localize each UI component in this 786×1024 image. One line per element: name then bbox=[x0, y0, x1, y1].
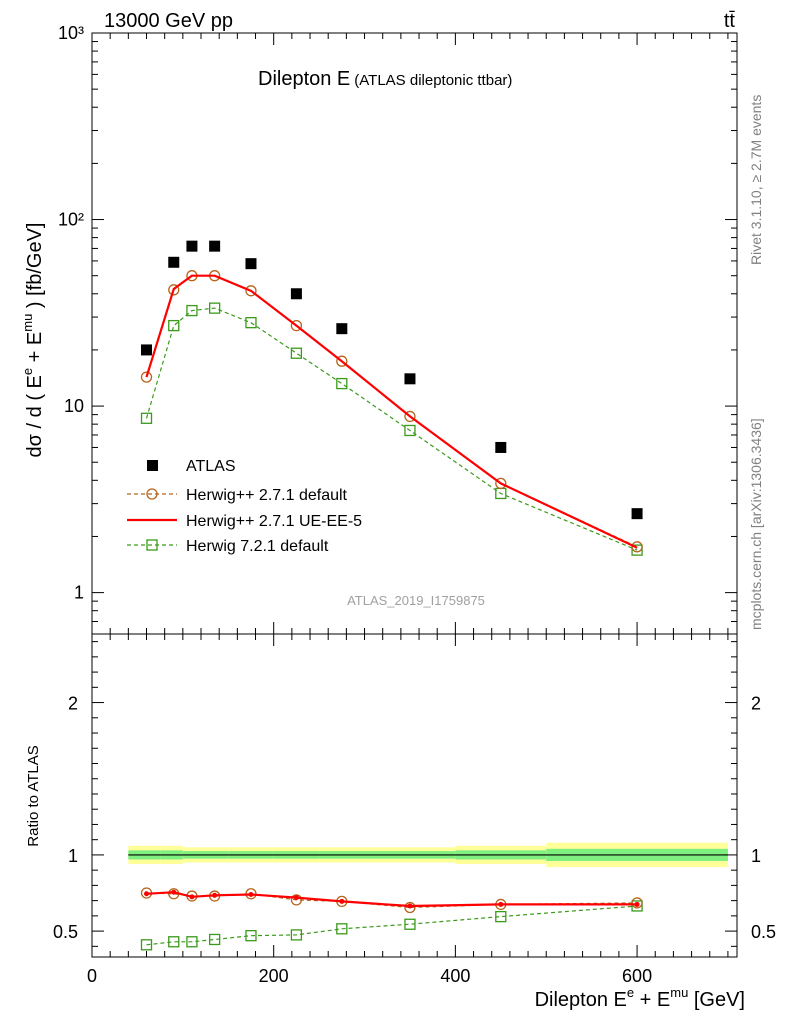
y-tick-label-main: 10 bbox=[64, 396, 84, 416]
x-tick-label: 600 bbox=[622, 966, 652, 986]
header-left: 13000 GeV pp bbox=[104, 10, 233, 32]
ratio-y-axis-label: Ratio to ATLAS bbox=[25, 745, 42, 846]
ratio-herwigpp-default-marker bbox=[290, 894, 303, 906]
y-tick-label-ratio-right: 0.5 bbox=[751, 922, 776, 942]
legend-label-herwigpp-default: Herwig++ 2.7.1 default bbox=[186, 487, 348, 504]
herwig7-marker bbox=[140, 412, 153, 424]
x-tick-label: 200 bbox=[259, 966, 289, 986]
atlas-data-point bbox=[631, 508, 643, 520]
ratio-herwigpp-ueee5-marker bbox=[189, 894, 195, 900]
herwigpp-default-marker bbox=[140, 371, 153, 383]
ratio-herwigpp-ueee5-marker bbox=[144, 891, 150, 897]
ratio-herwigpp-ueee5-line bbox=[146, 891, 638, 908]
mcplots-label: mcplots.cern.ch [arXiv:1306.3436] bbox=[748, 418, 764, 630]
ratio-herwigpp-ueee5-marker bbox=[634, 901, 640, 907]
ratio-herwigpp-ueee5-marker bbox=[171, 889, 177, 895]
atlas-data-point bbox=[336, 323, 348, 335]
herwig7-marker bbox=[631, 544, 643, 556]
legend-label-herwig7: Herwig 7.2.1 default bbox=[186, 538, 329, 555]
ratio-herwigpp-ueee5-marker bbox=[339, 898, 345, 904]
x-tick-label: 400 bbox=[440, 966, 470, 986]
ratio-herwig7-marker bbox=[168, 936, 180, 948]
ratio-herwig7-marker bbox=[245, 930, 257, 942]
herwig7-marker bbox=[186, 304, 198, 317]
atlas-data-point bbox=[209, 240, 221, 252]
legend-label-atlas: ATLAS bbox=[186, 458, 236, 475]
ratio-herwigpp-ueee5-marker bbox=[248, 892, 254, 898]
ratio-herwig7-marker bbox=[631, 900, 643, 912]
header-right: tt̄ bbox=[724, 10, 736, 32]
herwig7-line bbox=[145, 307, 638, 551]
ratio-herwigpp-ueee5-marker bbox=[498, 901, 504, 907]
legend-marker-herwigpp-default bbox=[146, 488, 158, 500]
legend-label-herwigpp-ueee5: Herwig++ 2.7.1 UE-EE-5 bbox=[186, 513, 362, 530]
atlas-data-point bbox=[495, 441, 507, 453]
y-tick-label-ratio-right: 2 bbox=[751, 694, 761, 714]
herwigpp-default-marker bbox=[631, 541, 643, 553]
rivet-version-label: Rivet 3.1.10, ≥ 2.7M events bbox=[748, 95, 764, 265]
legend-entry-atlas: ATLAS bbox=[147, 458, 236, 475]
herwig7-marker bbox=[245, 317, 257, 329]
legend-entry-herwigpp-default: Herwig++ 2.7.1 default bbox=[127, 487, 348, 504]
plot-title-sub: (ATLAS dileptonic ttbar) bbox=[354, 72, 512, 89]
herwig7-marker bbox=[404, 424, 416, 437]
plot-title-main: Dilepton E bbox=[258, 68, 350, 90]
legend-marker-herwig7 bbox=[146, 539, 158, 551]
legend-entry-herwigpp-ueee5: Herwig++ 2.7.1 UE-EE-5 bbox=[127, 513, 362, 530]
atlas-data-point bbox=[168, 256, 180, 268]
ratio-herwig7-marker bbox=[208, 933, 221, 946]
atlas-data-point bbox=[245, 258, 257, 270]
ratio-herwig7-line bbox=[146, 905, 638, 946]
ratio-plot-frame bbox=[91, 633, 738, 958]
x-axis-label: Dilepton Ee + Emu [GeV] bbox=[535, 985, 745, 1011]
herwigpp-default-marker bbox=[290, 319, 303, 332]
herwigpp-default-marker bbox=[404, 410, 416, 423]
analysis-watermark: ATLAS_2019_I1759875 bbox=[347, 593, 485, 608]
herwig7-marker bbox=[290, 347, 303, 359]
herwig7-marker bbox=[336, 377, 348, 390]
main-y-axis-label: dσ / d ( Ee + Emu ) [fb/GeV] bbox=[20, 223, 46, 458]
herwigpp-default-marker bbox=[245, 285, 257, 297]
atlas-data-point bbox=[404, 373, 416, 385]
plot-title: Dilepton E (ATLAS dileptonic ttbar) bbox=[258, 68, 512, 90]
ratio-herwig7-marker bbox=[290, 929, 303, 941]
ratio-herwigpp-ueee5-marker bbox=[407, 903, 413, 909]
y-tick-label-main: 10² bbox=[58, 210, 84, 230]
ratio-herwigpp-ueee5-marker bbox=[293, 895, 299, 901]
y-tick-label-ratio-right: 1 bbox=[751, 846, 761, 866]
atlas-data-point bbox=[186, 240, 198, 252]
ratio-herwigpp-ueee5-marker bbox=[212, 892, 218, 898]
ratio-herwig7-marker bbox=[495, 910, 507, 923]
ratio-herwig7-marker bbox=[404, 918, 416, 930]
atlas-data-point bbox=[141, 344, 153, 356]
herwigpp-default-marker bbox=[168, 284, 180, 296]
ratio-herwigpp-default-marker bbox=[631, 897, 643, 909]
herwigpp-default-marker bbox=[336, 355, 348, 367]
x-tick-label: 0 bbox=[87, 966, 97, 986]
herwigpp-default-marker bbox=[495, 477, 507, 490]
y-tick-label-main: 1 bbox=[74, 583, 84, 603]
herwigpp-ueee5-line bbox=[145, 274, 638, 549]
ratio-herwigpp-default-marker bbox=[404, 901, 416, 914]
herwig7-marker bbox=[208, 302, 221, 314]
y-tick-label-main: 10³ bbox=[58, 23, 84, 43]
y-tick-label-ratio: 1 bbox=[68, 846, 78, 866]
y-tick-label-ratio: 0.5 bbox=[53, 922, 78, 942]
herwig7-marker bbox=[168, 319, 180, 332]
ratio-herwig7-marker bbox=[140, 939, 153, 951]
y-tick-label-ratio: 2 bbox=[68, 694, 78, 714]
legend: ATLAS Herwig++ 2.7.1 default Herwig++ 2.… bbox=[127, 458, 362, 555]
legend-entry-herwig7: Herwig 7.2.1 default bbox=[127, 538, 329, 555]
herwigpp-default-line bbox=[145, 275, 638, 548]
legend-marker-atlas bbox=[147, 460, 158, 471]
atlas-data-point bbox=[290, 288, 302, 300]
ratio-herwig7-marker bbox=[336, 923, 348, 935]
ratio-herwig7-marker bbox=[186, 936, 198, 948]
